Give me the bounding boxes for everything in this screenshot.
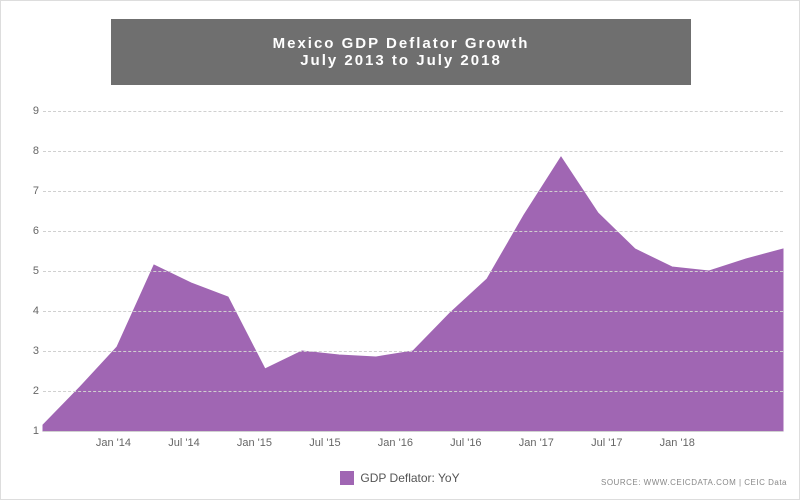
x-axis-label: Jan '15 (237, 437, 272, 449)
legend-label: GDP Deflator: YoY (360, 471, 459, 485)
x-axis-label: Jul '15 (309, 437, 340, 449)
x-axis-label: Jan '16 (378, 437, 413, 449)
grid-line (43, 391, 783, 392)
y-axis-label: 7 (19, 185, 39, 197)
x-axis-label: Jul '14 (168, 437, 199, 449)
y-axis-label: 8 (19, 145, 39, 157)
grid-line (43, 111, 783, 112)
x-axis-label: Jan '18 (660, 437, 695, 449)
grid-line (43, 311, 783, 312)
grid-line (43, 351, 783, 352)
chart-plot-area: 123456789Jan '14Jul '14Jan '15Jul '15Jan… (43, 111, 783, 431)
chart-title-banner: Mexico GDP Deflator Growth July 2013 to … (111, 19, 691, 85)
chart-title-line1: Mexico GDP Deflator Growth (273, 35, 530, 52)
legend-swatch (340, 471, 354, 485)
y-axis-label: 2 (19, 385, 39, 397)
grid-line (43, 191, 783, 192)
x-axis-label: Jul '16 (450, 437, 481, 449)
y-axis-label: 9 (19, 105, 39, 117)
grid-line (43, 431, 783, 432)
chart-title-line2: July 2013 to July 2018 (300, 52, 502, 69)
x-axis-label: Jul '17 (591, 437, 622, 449)
y-axis-label: 4 (19, 305, 39, 317)
grid-line (43, 151, 783, 152)
area-series (43, 157, 783, 431)
x-axis-label: Jan '14 (96, 437, 131, 449)
source-attribution: SOURCE: WWW.CEICDATA.COM | CEIC Data (601, 478, 787, 487)
y-axis-label: 1 (19, 425, 39, 437)
x-axis-label: Jan '17 (519, 437, 554, 449)
y-axis-label: 5 (19, 265, 39, 277)
grid-line (43, 231, 783, 232)
y-axis-label: 3 (19, 345, 39, 357)
y-axis-label: 6 (19, 225, 39, 237)
grid-line (43, 271, 783, 272)
